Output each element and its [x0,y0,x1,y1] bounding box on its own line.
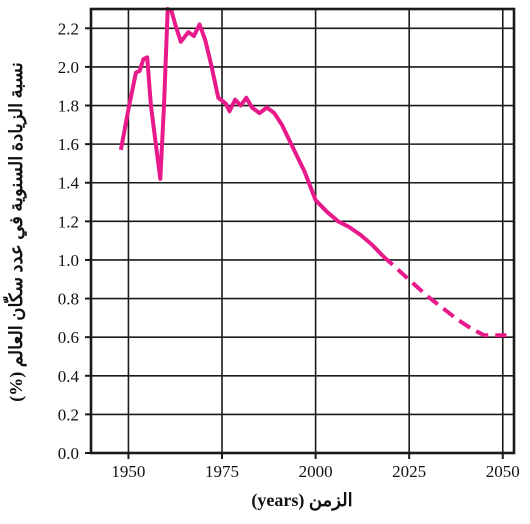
x-tick-label: 2000 [299,462,333,481]
series-group [118,7,507,338]
y-tick-label: 1.2 [58,212,79,231]
x-tick-label: 1950 [111,462,145,481]
y-tick-label: 0.2 [58,405,79,424]
y-tick-label: 2.2 [58,19,79,38]
y-tick-label: 1.8 [58,97,79,116]
historical-growth-line [118,7,385,258]
x-tick-label: 1975 [205,462,239,481]
x-tick-label: 2025 [392,462,426,481]
y-axis: 0.0 0.2 0.4 0.6 0.8 1.0 1.2 1.4 1.6 1.8 2.0 2.2 [58,19,91,463]
x-tick-label: 2050 [486,462,520,481]
y-tick-label: 0.4 [58,367,80,386]
y-axis-title: نسبة الزيادة السنوية في عدد سكّان العالم… [3,62,27,402]
projected-growth-line [381,254,507,338]
x-axis: 1950 1975 2000 2025 2050 [111,453,520,481]
y-tick-label: 1.0 [58,251,79,270]
plot-frame [89,7,516,455]
y-tick-label: 0.0 [58,444,79,463]
y-tick-label: 0.6 [58,328,79,347]
x-axis-title: الزمن (years) [251,490,352,511]
y-tick-label: 1.4 [58,174,80,193]
y-tick-label: 0.8 [58,290,79,309]
grid [91,9,514,453]
y-tick-label: 1.6 [58,135,79,154]
y-tick-label: 2.0 [58,58,79,77]
